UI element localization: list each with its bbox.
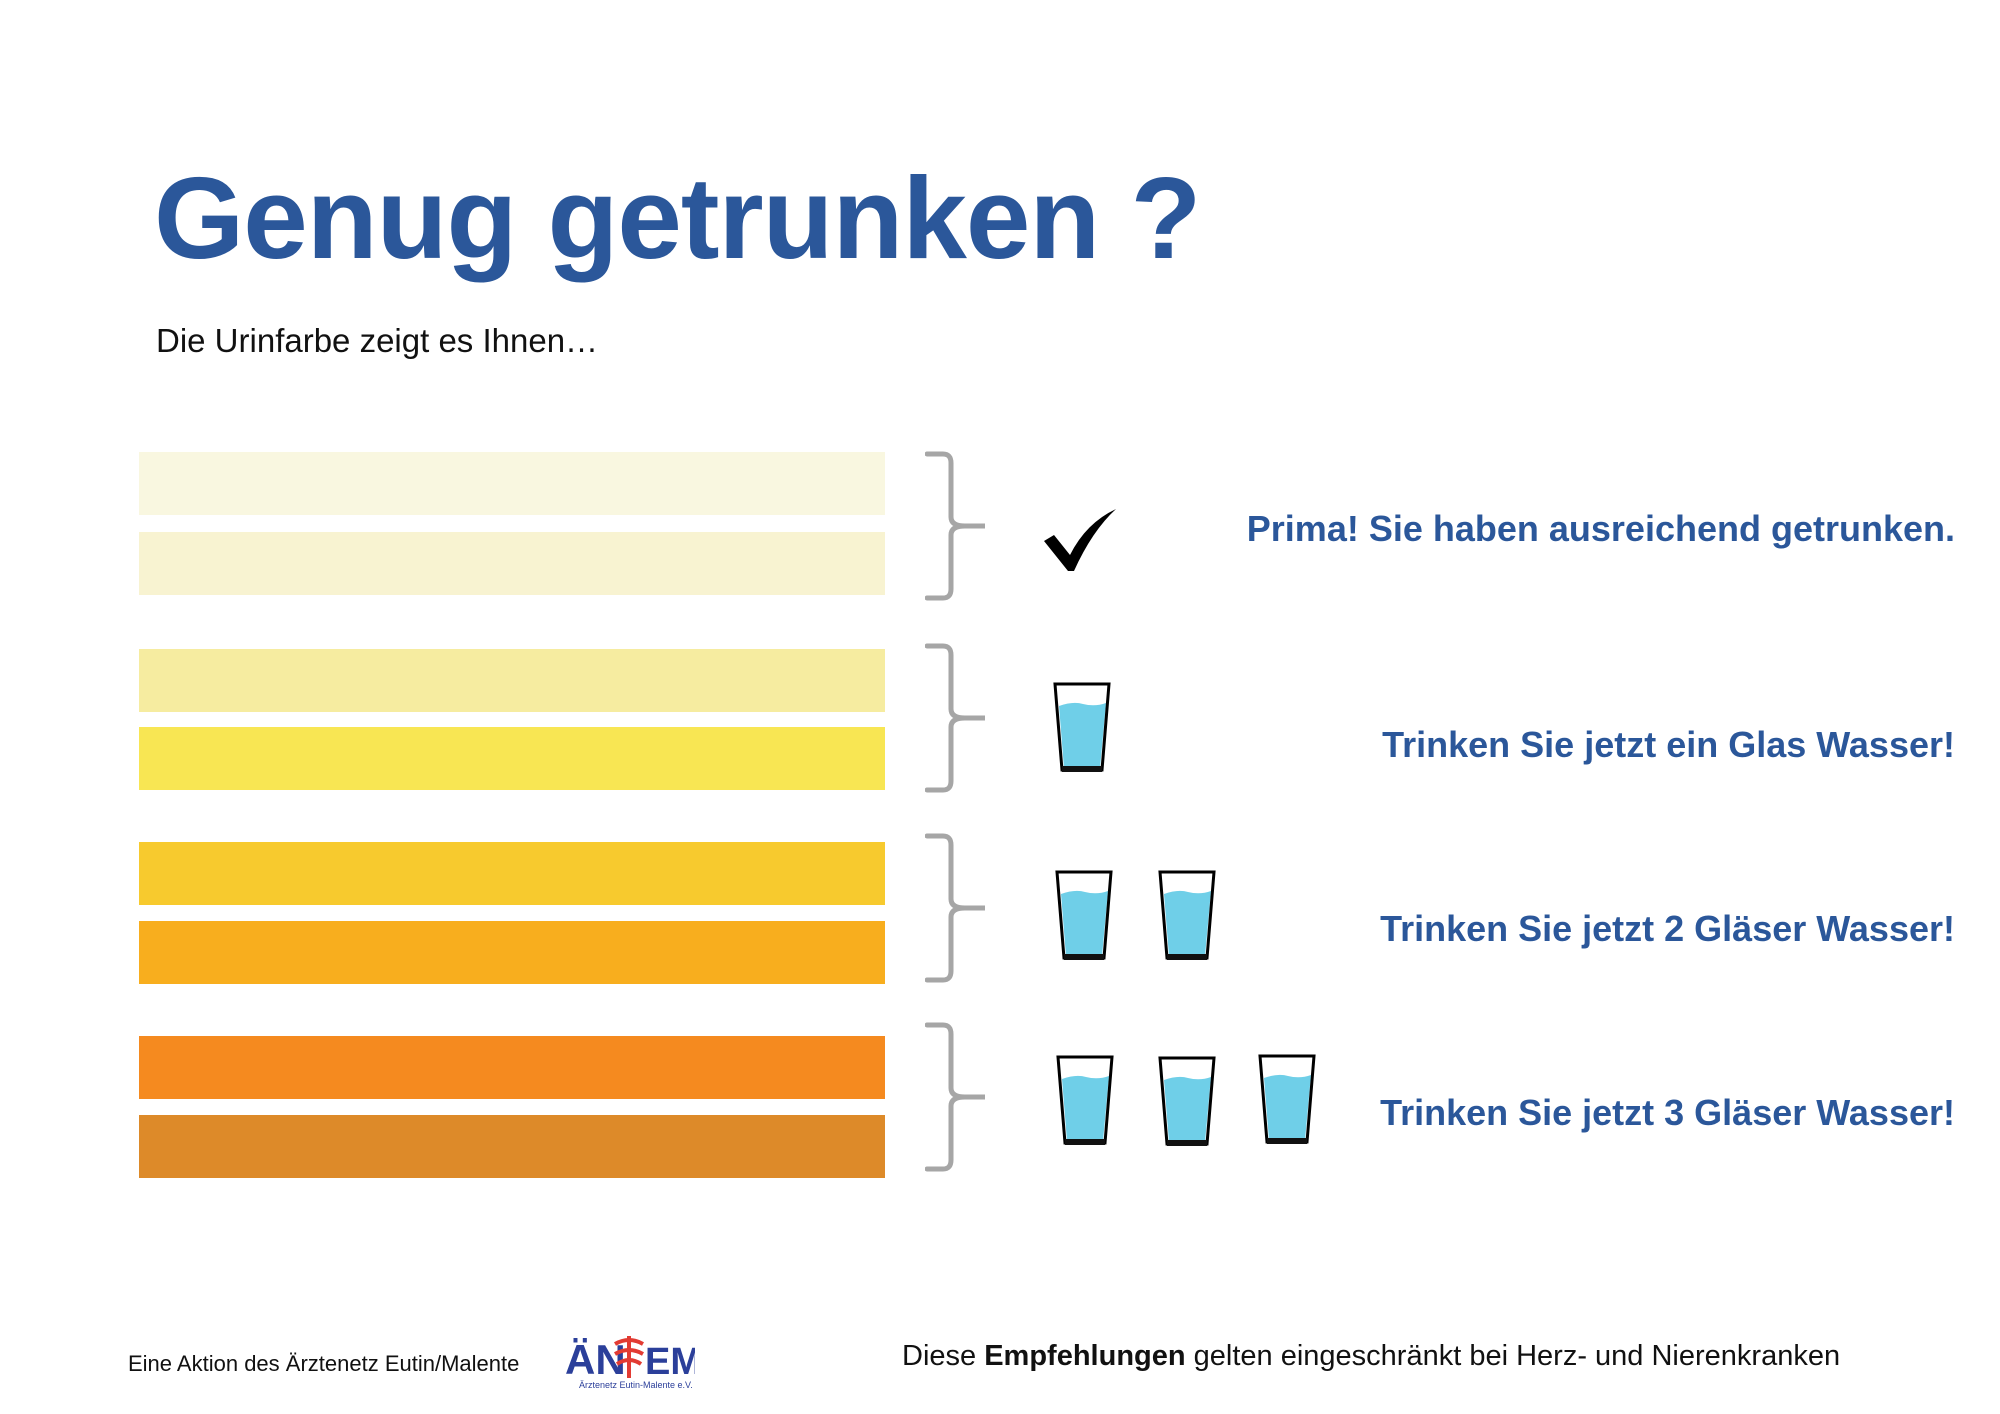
urine-color-bar-4 [139, 727, 885, 790]
footer-credit: Eine Aktion des Ärztenetz Eutin/Malente [128, 1351, 520, 1376]
bracket-icon [925, 1022, 985, 1172]
message-three-glasses: Trinken Sie jetzt 3 Gläser Wasser! [1380, 1092, 1955, 1133]
footer-note-suffix: gelten eingeschränkt bei Herz- und Niere… [1185, 1340, 1841, 1372]
urine-color-bar-3 [139, 649, 885, 712]
footer-note-prefix: Diese [902, 1340, 985, 1372]
footer-note-bold: Empfehlungen [984, 1340, 1186, 1372]
bracket-icon [925, 833, 985, 983]
footer-note: Diese Empfehlungen gelten eingeschränkt … [902, 1340, 1840, 1373]
urine-color-bar-6 [139, 921, 885, 984]
water-glass-icon [1056, 1055, 1114, 1145]
water-glass-icon [1158, 1056, 1216, 1146]
aeem-logo: ÄN EM Ärztenetz Eutin-Malente e.V. [565, 1336, 695, 1390]
urine-color-bar-5 [139, 842, 885, 905]
water-glass-icon [1258, 1054, 1316, 1144]
bracket-icon [925, 643, 985, 793]
logo-mark-right: EM [645, 1341, 695, 1383]
bracket-icon [925, 451, 985, 601]
urine-color-bar-8 [139, 1115, 885, 1178]
water-glass-icon [1053, 682, 1111, 772]
caduceus-icon [614, 1336, 644, 1378]
urine-color-bar-1 [139, 452, 885, 515]
water-glass-icon [1158, 870, 1216, 960]
urine-color-bar-2 [139, 532, 885, 595]
logo-tagline: Ärztenetz Eutin-Malente e.V. [579, 1380, 693, 1390]
page-subtitle: Die Urinfarbe zeigt es Ihnen… [156, 322, 599, 359]
message-two-glasses: Trinken Sie jetzt 2 Gläser Wasser! [1380, 908, 1955, 949]
water-glass-icon [1055, 870, 1113, 960]
urine-color-bar-7 [139, 1036, 885, 1099]
message-sufficient: Prima! Sie haben ausreichend getrunken. [1246, 508, 1955, 549]
message-one-glass: Trinken Sie jetzt ein Glas Wasser! [1382, 724, 1955, 765]
checkmark-icon [1044, 509, 1116, 571]
page-title: Genug getrunken ? [154, 153, 1201, 283]
